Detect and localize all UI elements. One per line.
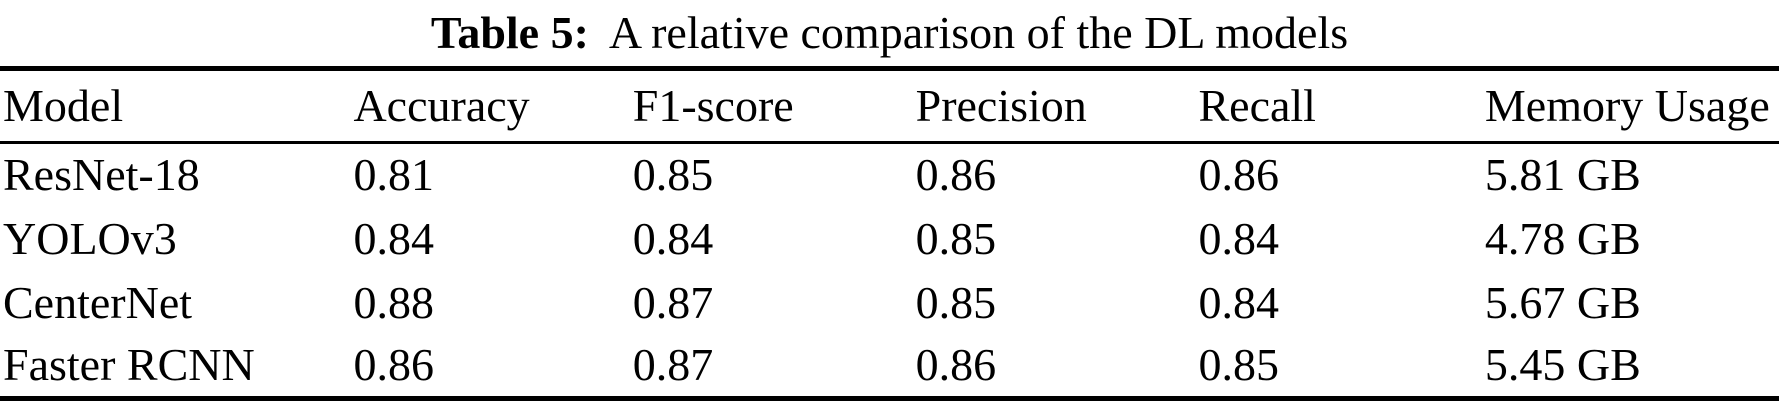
table-number-label: Table 5:	[430, 7, 589, 58]
table-caption: Table 5: A relative comparison of the DL…	[0, 0, 1779, 66]
cell-f1-score: 0.87	[632, 339, 714, 391]
table-row-faster-rcnn: Faster RCNN 0.86 0.87 0.86 0.85 5.45 GB	[0, 335, 1779, 399]
cell-model: YOLOv3	[3, 212, 177, 264]
column-header-precision: Precision	[915, 80, 1087, 131]
cell-precision: 0.86	[915, 339, 997, 391]
cell-recall: 0.85	[1198, 339, 1279, 391]
cell-memory-usage: 5.67 GB	[1484, 276, 1641, 328]
model-comparison-table: Model Accuracy F1-score Precision Recall…	[0, 66, 1779, 401]
cell-model: ResNet-18	[3, 149, 200, 201]
cell-accuracy: 0.86	[353, 339, 434, 391]
cell-f1-score: 0.84	[632, 212, 714, 264]
table-caption-text: A relative comparison of the DL models	[608, 7, 1349, 58]
cell-accuracy: 0.84	[353, 212, 434, 264]
cell-f1-score: 0.85	[632, 149, 714, 201]
cell-memory-usage: 5.81 GB	[1484, 149, 1641, 201]
cell-recall: 0.86	[1198, 149, 1279, 201]
column-header-accuracy: Accuracy	[353, 80, 530, 131]
table-row-centernet: CenterNet 0.88 0.87 0.85 0.84 5.67 GB	[0, 271, 1779, 335]
table-row-yolov3: YOLOv3 0.84 0.84 0.85 0.84 4.78 GB	[0, 207, 1779, 271]
cell-memory-usage: 4.78 GB	[1484, 212, 1641, 264]
column-header-recall: Recall	[1198, 80, 1316, 131]
cell-model: CenterNet	[3, 276, 193, 328]
column-header-f1-score: F1-score	[632, 80, 794, 131]
table-header: Model Accuracy F1-score Precision Recall…	[0, 69, 1779, 143]
cell-precision: 0.86	[915, 149, 997, 201]
cell-f1-score: 0.87	[632, 276, 714, 328]
cell-memory-usage: 5.45 GB	[1484, 339, 1641, 391]
column-header-model: Model	[3, 80, 124, 131]
table-row-resnet-18: ResNet-18 0.81 0.85 0.86 0.86 5.81 GB	[0, 143, 1779, 207]
cell-recall: 0.84	[1198, 276, 1279, 328]
cell-precision: 0.85	[915, 212, 997, 264]
cell-recall: 0.84	[1198, 212, 1279, 264]
cell-accuracy: 0.81	[353, 149, 434, 201]
table-body: ResNet-18 0.81 0.85 0.86 0.86 5.81 GB YO…	[0, 143, 1779, 399]
cell-accuracy: 0.88	[353, 276, 434, 328]
column-header-memory-usage: Memory Usage	[1484, 80, 1770, 131]
cell-model: Faster RCNN	[3, 339, 255, 391]
header-row: Model Accuracy F1-score Precision Recall…	[0, 69, 1779, 143]
cell-precision: 0.85	[915, 276, 997, 328]
